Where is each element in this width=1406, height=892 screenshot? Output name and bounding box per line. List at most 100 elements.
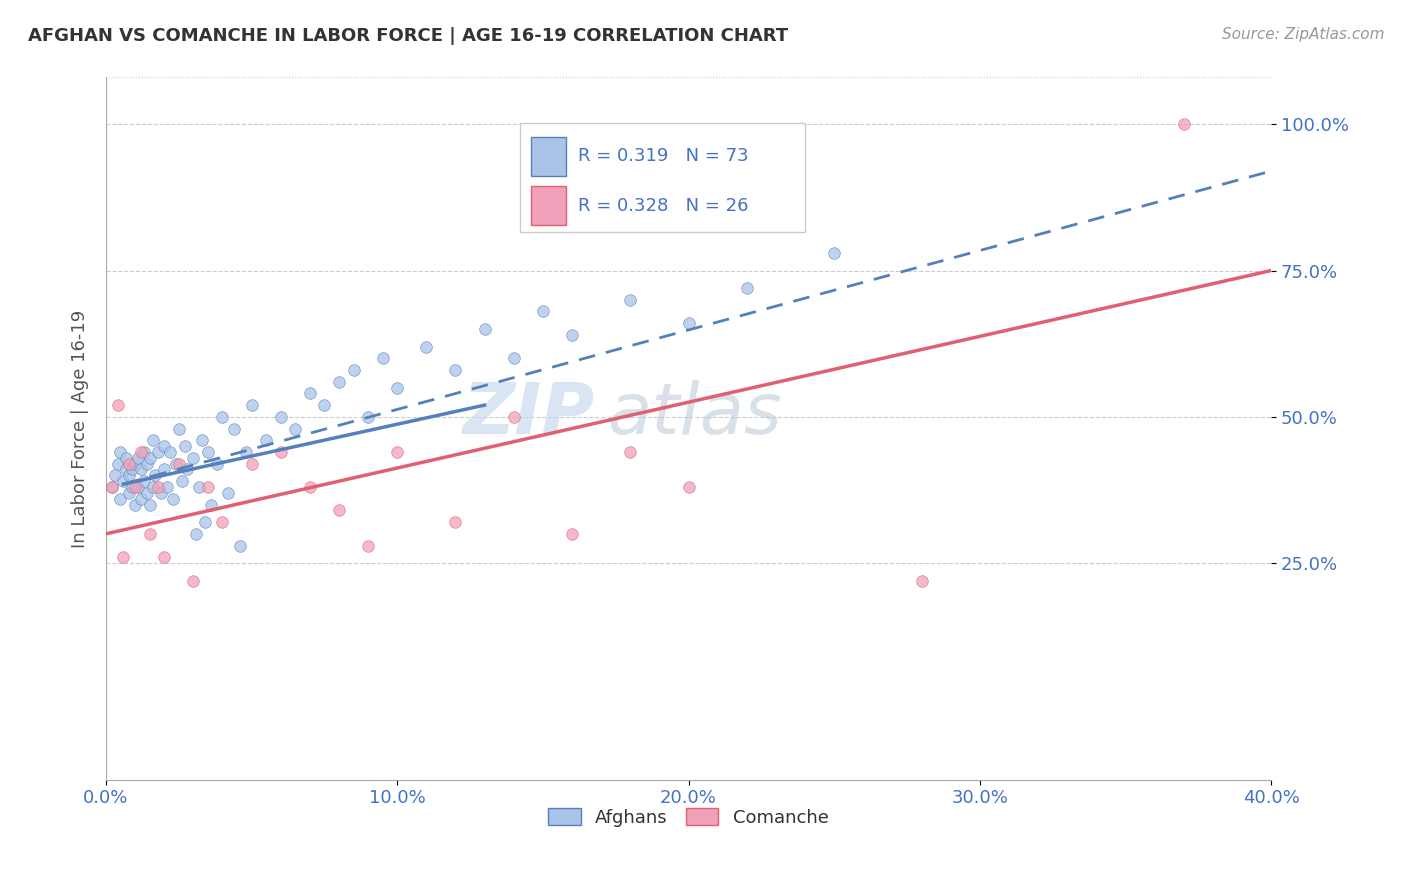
Point xyxy=(284,421,307,435)
Point xyxy=(107,398,129,412)
Point xyxy=(129,445,152,459)
Point xyxy=(153,550,176,565)
Point xyxy=(415,340,437,354)
Bar xyxy=(531,186,567,225)
Point xyxy=(148,445,170,459)
Point xyxy=(112,474,135,488)
Point xyxy=(823,246,845,260)
Point xyxy=(619,445,641,459)
Point xyxy=(110,445,132,459)
Point xyxy=(165,457,187,471)
Point xyxy=(181,450,204,465)
Point xyxy=(197,480,219,494)
Point xyxy=(115,462,138,476)
Point xyxy=(229,539,252,553)
Point xyxy=(118,486,141,500)
Point xyxy=(910,574,932,588)
Point xyxy=(167,457,190,471)
Point xyxy=(222,421,245,435)
Text: R = 0.319   N = 73: R = 0.319 N = 73 xyxy=(578,147,748,165)
Bar xyxy=(531,137,567,176)
Point xyxy=(531,304,554,318)
Point xyxy=(270,445,292,459)
Point xyxy=(188,480,211,494)
Point xyxy=(211,515,233,529)
Point xyxy=(200,498,222,512)
Point xyxy=(194,515,217,529)
Point xyxy=(153,462,176,476)
Point xyxy=(132,474,155,488)
Point xyxy=(145,468,167,483)
Point xyxy=(121,480,143,494)
Point xyxy=(254,434,277,448)
Point xyxy=(153,439,176,453)
Point xyxy=(112,550,135,565)
Point xyxy=(138,526,160,541)
Point xyxy=(735,281,758,295)
Point xyxy=(124,457,146,471)
Point xyxy=(148,480,170,494)
Point xyxy=(138,498,160,512)
Point xyxy=(124,498,146,512)
Point xyxy=(387,380,409,394)
Point xyxy=(240,457,263,471)
Point xyxy=(181,574,204,588)
Point xyxy=(205,457,228,471)
Point xyxy=(121,462,143,476)
Point xyxy=(129,491,152,506)
Point xyxy=(444,515,467,529)
Point xyxy=(328,375,350,389)
Point xyxy=(138,450,160,465)
Text: ZIP: ZIP xyxy=(463,380,595,449)
Point xyxy=(104,468,127,483)
Point xyxy=(100,480,122,494)
Point xyxy=(502,409,524,424)
Point xyxy=(298,386,321,401)
Point xyxy=(270,409,292,424)
Point xyxy=(240,398,263,412)
Point xyxy=(159,445,181,459)
Text: AFGHAN VS COMANCHE IN LABOR FORCE | AGE 16-19 CORRELATION CHART: AFGHAN VS COMANCHE IN LABOR FORCE | AGE … xyxy=(28,27,789,45)
Point xyxy=(217,486,239,500)
Point xyxy=(298,480,321,494)
Text: R = 0.328   N = 26: R = 0.328 N = 26 xyxy=(578,196,748,215)
Legend: Afghans, Comanche: Afghans, Comanche xyxy=(541,800,837,834)
FancyBboxPatch shape xyxy=(520,123,806,232)
Point xyxy=(197,445,219,459)
Point xyxy=(135,486,157,500)
Point xyxy=(141,480,163,494)
Point xyxy=(150,486,173,500)
Point xyxy=(211,409,233,424)
Point xyxy=(561,327,583,342)
Point xyxy=(176,462,198,476)
Point xyxy=(444,363,467,377)
Point xyxy=(100,480,122,494)
Point xyxy=(328,503,350,517)
Point xyxy=(124,480,146,494)
Point xyxy=(156,480,179,494)
Point xyxy=(107,457,129,471)
Y-axis label: In Labor Force | Age 16-19: In Labor Force | Age 16-19 xyxy=(72,310,89,548)
Point xyxy=(127,450,149,465)
Text: atlas: atlas xyxy=(607,380,782,449)
Point xyxy=(186,526,208,541)
Point xyxy=(167,421,190,435)
Point xyxy=(173,439,195,453)
Point xyxy=(235,445,257,459)
Point xyxy=(371,351,394,366)
Point xyxy=(141,434,163,448)
Point xyxy=(619,293,641,307)
Point xyxy=(127,480,149,494)
Point xyxy=(118,457,141,471)
Point xyxy=(678,316,700,330)
Point xyxy=(110,491,132,506)
Point xyxy=(1173,117,1195,131)
Point xyxy=(132,445,155,459)
Point xyxy=(357,409,380,424)
Point xyxy=(342,363,364,377)
Point xyxy=(561,526,583,541)
Point xyxy=(170,474,193,488)
Point xyxy=(474,322,496,336)
Point xyxy=(357,539,380,553)
Point xyxy=(118,468,141,483)
